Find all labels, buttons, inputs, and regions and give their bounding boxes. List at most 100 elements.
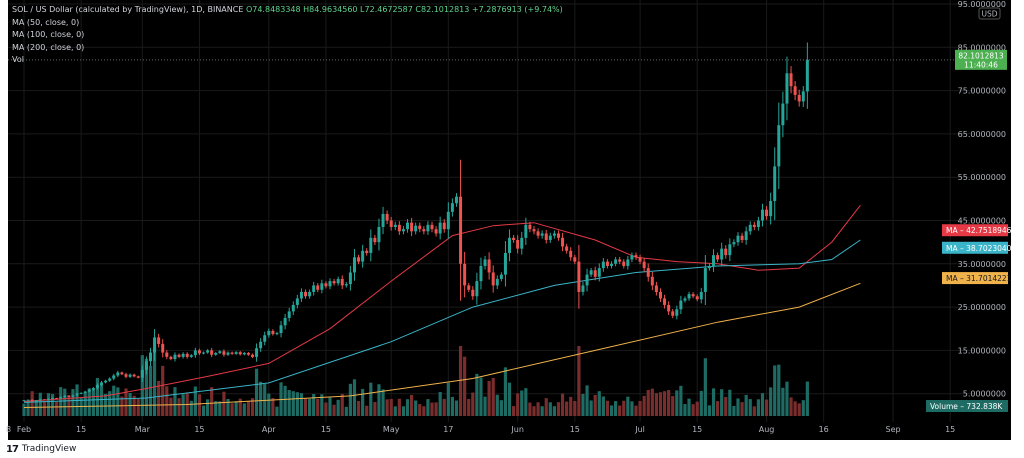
volume-bar-96 (414, 400, 418, 416)
candle-body-51 (230, 352, 234, 354)
volume-bar-121 (516, 393, 520, 416)
volume-bar-152 (642, 395, 646, 416)
candle-body-36 (169, 356, 173, 360)
volume-bar-150 (634, 405, 638, 416)
footer: 17 TradingView (6, 441, 76, 457)
candle-body-76 (332, 281, 336, 284)
volume-bar-181 (760, 393, 765, 416)
candle-body-190 (797, 94, 801, 102)
volume-bar-58 (259, 381, 263, 416)
candle-body-127 (540, 233, 544, 236)
volume-bar-42 (193, 386, 197, 416)
candle-body-110 (471, 289, 475, 297)
price-chart[interactable]: 5.0000000 15.0000000 25.0000000 35.0000000 4… (0, 0, 1024, 440)
tradingview-logo-icon[interactable]: 17 (6, 443, 19, 455)
candle-body-43 (197, 350, 201, 354)
volume-bar-81 (352, 379, 357, 416)
volume-bar-128 (544, 398, 548, 416)
candle-body-112 (479, 265, 483, 282)
volume-bar-60 (267, 393, 271, 416)
volume-bar-141 (597, 391, 601, 416)
volume-bar-140 (593, 395, 597, 416)
volume-bar-56 (250, 398, 255, 416)
volume-bar-138 (585, 385, 589, 416)
candle-body-163 (687, 294, 691, 299)
legend-volume[interactable]: Vol (12, 55, 24, 64)
volume-bar-45 (206, 399, 210, 416)
candle-body-105 (450, 203, 454, 212)
volume-bar-51 (230, 403, 234, 416)
candle-body-96 (414, 225, 418, 232)
volume-bar-76 (332, 404, 336, 416)
volume-bar-66 (291, 391, 295, 416)
candle-body-56 (250, 354, 254, 357)
candle-body-69 (304, 291, 308, 297)
price-tick-label-7: 75.0000000 (958, 87, 1006, 96)
volume-bar-89 (385, 399, 389, 416)
candle-body-32 (153, 337, 157, 353)
volume-bar-57 (254, 368, 259, 416)
volume-bar-161 (679, 385, 683, 416)
volume-bar-77 (336, 399, 340, 416)
candle-body-78 (340, 278, 344, 286)
candle-body-16 (87, 389, 91, 392)
legend-ma200[interactable]: MA (200, close, 0) (12, 42, 85, 52)
volume-bar-160 (675, 390, 679, 416)
candle-body-86 (373, 237, 377, 243)
volume-bar-133 (565, 401, 569, 416)
volume-bar-186 (781, 387, 785, 416)
candle-body-133 (565, 246, 569, 251)
volume-bar-147 (622, 400, 626, 416)
volume-bar-118 (503, 367, 508, 416)
candle-body-97 (418, 225, 422, 230)
tradingview-brand[interactable]: TradingView (21, 444, 77, 454)
volume-bar-26 (128, 392, 132, 416)
candle-body-45 (206, 350, 210, 353)
volume-bar-80 (348, 383, 352, 416)
volume-bar-39 (181, 394, 185, 416)
volume-bar-84 (365, 405, 369, 416)
time-tick-label-14: Sep (886, 425, 901, 434)
volume-bar-107 (458, 346, 463, 416)
candle-body-72 (316, 285, 320, 290)
volume-bar-127 (540, 406, 544, 416)
candle-body-166 (699, 291, 703, 300)
volume-bar-142 (601, 396, 605, 416)
volume-bar-183 (769, 387, 773, 416)
volume-bar-156 (658, 392, 663, 416)
volume-bar-22 (112, 385, 116, 416)
candle-body-18 (95, 385, 99, 389)
volume-bar-100 (430, 402, 434, 416)
candle-body-20 (104, 380, 108, 383)
volume-bar-90 (389, 398, 393, 416)
candle-body-172 (724, 248, 728, 256)
candle-body-46 (210, 350, 214, 355)
candle-body-189 (793, 86, 797, 95)
candle-body-79 (344, 284, 348, 286)
volume-bar-155 (654, 393, 658, 416)
volume-bar-189 (793, 401, 797, 416)
candle-body-118 (503, 252, 507, 275)
volume-bar-149 (630, 401, 634, 416)
candle-body-104 (446, 211, 450, 230)
candle-body-162 (683, 298, 687, 301)
candle-body-0 (22, 400, 26, 402)
volume-bar-191 (801, 400, 805, 416)
candle-body-52 (234, 352, 238, 354)
volume-bar-3 (34, 400, 38, 416)
candle-body-6 (46, 398, 50, 400)
candle-body-175 (736, 235, 740, 243)
candle-body-63 (279, 325, 283, 334)
volume-bar-78 (340, 394, 344, 416)
candle-body-34 (161, 343, 165, 353)
legend-symbol-row[interactable]: SOL / US Dollar (calculated by TradingVi… (12, 4, 563, 17)
volume-bar-18 (95, 378, 100, 416)
legend-ma50[interactable]: MA (50, close, 0) (12, 17, 80, 27)
time-axis: Feb 15 Mar 15 Apr 15 May 17 Jun 15 Jul 15 Aug 16 Sep 15… (6, 425, 955, 434)
volume-bar-87 (377, 384, 381, 416)
legend-ma100[interactable]: MA (100, close, 0) (12, 30, 85, 39)
candle-body-92 (397, 224, 401, 232)
volume-bar-148 (626, 396, 630, 416)
time-tick-label-8: Jun (510, 425, 524, 434)
candle-body-173 (728, 244, 732, 256)
